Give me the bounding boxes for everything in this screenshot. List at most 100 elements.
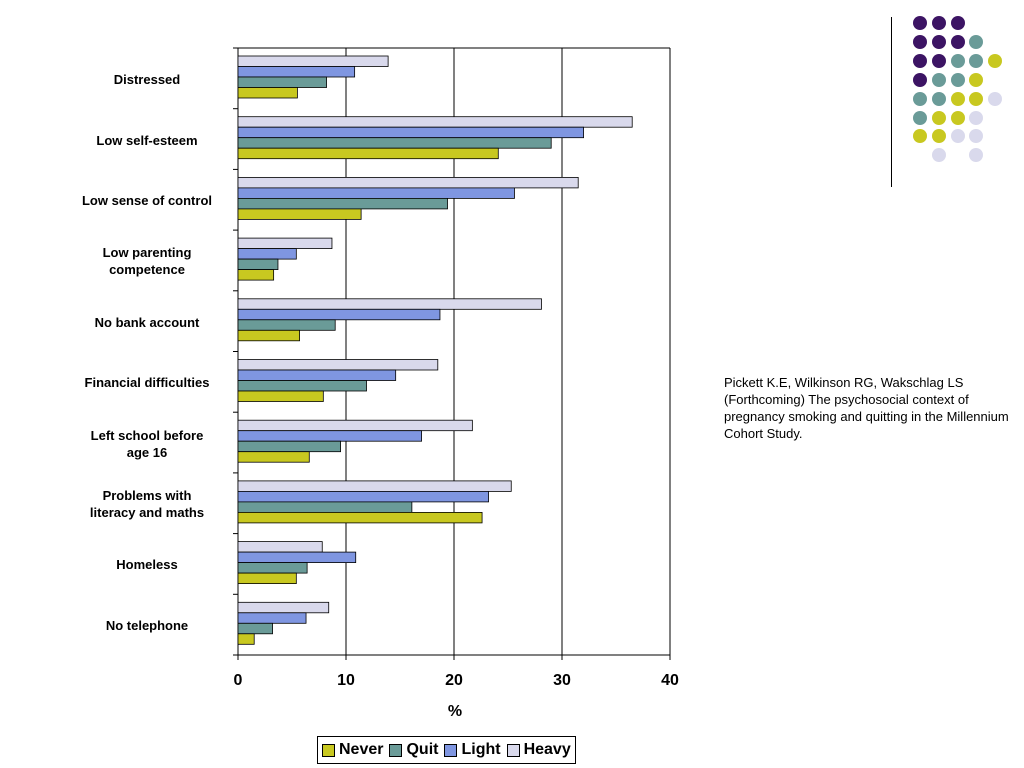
x-tick-label: 30 bbox=[553, 672, 571, 689]
category-label-line: literacy and maths bbox=[89, 505, 205, 521]
category-label: Low sense of control bbox=[67, 192, 227, 209]
decorative-dot bbox=[950, 129, 965, 144]
bar-never bbox=[237, 208, 362, 220]
decorative-dot bbox=[969, 148, 984, 163]
decorative-dot bbox=[969, 110, 984, 125]
decorative-dot bbox=[931, 110, 946, 125]
bar-heavy bbox=[237, 55, 389, 67]
category-label-line: age 16 bbox=[126, 444, 168, 460]
decorative-dot bbox=[950, 34, 965, 49]
x-tick-label: 40 bbox=[661, 672, 679, 689]
bar-quit bbox=[237, 562, 308, 574]
decorative-dot bbox=[931, 72, 946, 87]
bar-light bbox=[237, 66, 356, 78]
legend-label: Heavy bbox=[523, 741, 571, 758]
decorative-dot bbox=[931, 148, 946, 163]
decorative-dot bbox=[950, 110, 965, 125]
legend-swatch bbox=[322, 743, 335, 757]
decorative-dot bbox=[931, 16, 946, 30]
bar-never bbox=[237, 147, 499, 160]
category-label-line: competence bbox=[109, 262, 185, 278]
bar-never bbox=[237, 390, 324, 402]
bar-heavy bbox=[237, 601, 330, 614]
bar-never bbox=[237, 329, 300, 342]
decorative-dot bbox=[931, 129, 946, 144]
category-label: Problems with literacy and maths bbox=[67, 487, 227, 521]
bar-never bbox=[237, 512, 483, 524]
bar-light bbox=[237, 369, 397, 381]
bar-quit bbox=[237, 197, 448, 210]
bar-heavy bbox=[237, 419, 473, 432]
decorative-dot bbox=[913, 91, 927, 106]
bar-never bbox=[237, 572, 297, 584]
category-label-line: No telephone bbox=[105, 618, 189, 634]
decorative-dot bbox=[913, 129, 927, 144]
decorative-dot bbox=[988, 91, 1003, 106]
bar-heavy bbox=[237, 116, 633, 128]
decorative-dot bbox=[969, 91, 984, 106]
decorative-dot bbox=[913, 72, 927, 87]
category-label-line: Left school before bbox=[90, 427, 204, 443]
bar-heavy bbox=[237, 176, 579, 189]
category-label: No telephone bbox=[67, 617, 227, 634]
legend-swatch bbox=[506, 743, 520, 757]
legend-item-quit: Quit bbox=[389, 741, 438, 759]
bar-never bbox=[237, 87, 298, 99]
decorative-dot bbox=[988, 53, 1003, 68]
legend-item-light: Light bbox=[444, 741, 501, 759]
category-label: No bank account bbox=[67, 314, 227, 331]
decorative-dot bbox=[950, 91, 965, 106]
bar-heavy bbox=[237, 359, 439, 371]
category-label-line: Problems with bbox=[102, 488, 192, 504]
bar-quit bbox=[237, 258, 279, 271]
category-label: Low parenting competence bbox=[67, 244, 227, 278]
decorative-dot bbox=[950, 53, 965, 68]
bar-never bbox=[237, 633, 255, 645]
bar-light bbox=[237, 551, 357, 563]
bar-light bbox=[237, 612, 307, 624]
category-label: Low self-esteem bbox=[67, 132, 227, 149]
decorative-dot bbox=[969, 53, 984, 68]
bar-heavy bbox=[237, 541, 323, 553]
legend-label: Light bbox=[461, 741, 501, 758]
category-label: Distressed bbox=[67, 71, 227, 88]
bar-light bbox=[237, 126, 585, 139]
category-label-line: Low self-esteem bbox=[96, 132, 198, 148]
x-tick-label: 10 bbox=[337, 672, 355, 689]
legend-swatch bbox=[444, 743, 458, 757]
legend-item-heavy: Heavy bbox=[506, 741, 571, 759]
decorative-divider bbox=[891, 17, 892, 187]
category-label: Homeless bbox=[67, 556, 227, 573]
decorative-dot bbox=[931, 34, 946, 49]
category-label: Left school before age 16 bbox=[67, 427, 227, 461]
bar-quit bbox=[237, 137, 552, 149]
bar-quit bbox=[237, 440, 341, 453]
legend-label: Quit bbox=[406, 741, 439, 758]
bar-heavy bbox=[237, 298, 542, 310]
decorative-dot bbox=[969, 72, 984, 87]
decorative-dot bbox=[969, 34, 984, 49]
decorative-dot-grid bbox=[905, 10, 1015, 170]
category-label-line: Homeless bbox=[116, 557, 178, 573]
legend-label: Never bbox=[339, 741, 384, 758]
chart-legend: Never Quit Light Heavy bbox=[317, 736, 576, 764]
bar-light bbox=[237, 490, 489, 503]
decorative-dot bbox=[913, 110, 927, 125]
legend-item-never: Never bbox=[322, 741, 383, 759]
legend-swatch bbox=[389, 743, 403, 757]
bar-never bbox=[237, 269, 275, 281]
bar-light bbox=[237, 187, 515, 199]
category-label-line: Low parenting bbox=[102, 245, 192, 261]
bar-quit bbox=[237, 319, 336, 331]
decorative-dot bbox=[913, 16, 927, 30]
bar-light bbox=[237, 430, 423, 442]
bar-never bbox=[237, 451, 310, 463]
bar-quit bbox=[237, 622, 273, 635]
category-label-line: Financial difficulties bbox=[84, 375, 210, 391]
bar-heavy bbox=[237, 480, 512, 492]
decorative-dot bbox=[969, 129, 984, 144]
x-axis-label: % bbox=[447, 703, 463, 720]
decorative-dot bbox=[931, 91, 946, 106]
category-label-line: No bank account bbox=[94, 314, 200, 330]
decorative-dot bbox=[950, 16, 965, 30]
